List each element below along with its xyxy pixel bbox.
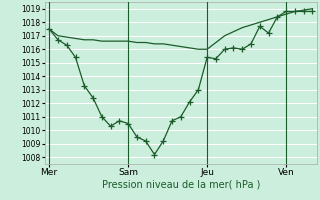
X-axis label: Pression niveau de la mer( hPa ): Pression niveau de la mer( hPa ) [102,180,260,190]
